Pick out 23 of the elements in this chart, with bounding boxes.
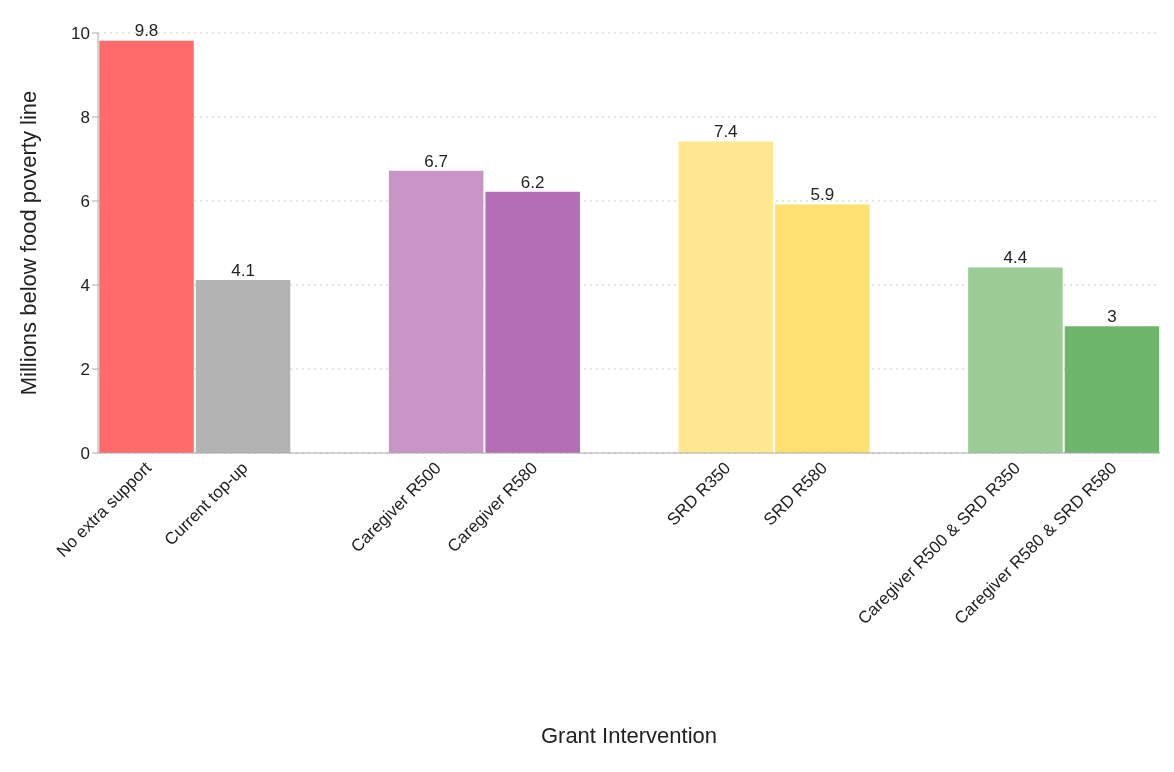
x-axis-title: Grant Intervention [540,723,718,748]
data-label: 5.9 [810,185,835,205]
bar [968,267,1063,453]
bar [485,191,580,453]
y-tick-label: 10 [71,24,90,44]
y-tick-label: 0 [80,444,90,464]
data-label: 6.2 [520,172,545,192]
y-tick-label: 6 [80,192,90,212]
data-label: 4.1 [231,260,255,280]
data-label: 3 [1107,307,1117,326]
data-label: 7.4 [713,122,738,142]
y-tick-label: 4 [80,276,90,296]
bar [99,40,194,453]
y-tick-label: 2 [80,360,90,380]
bar [1064,326,1160,453]
bar [678,141,774,453]
y-axis-title: Millions below food poverty line [15,90,41,396]
data-label: 9.8 [134,21,159,41]
bar [388,170,484,453]
bar [775,204,870,453]
y-tick-label: 8 [80,108,90,128]
data-label: 6.7 [424,151,448,171]
data-label: 4.4 [1003,248,1028,268]
